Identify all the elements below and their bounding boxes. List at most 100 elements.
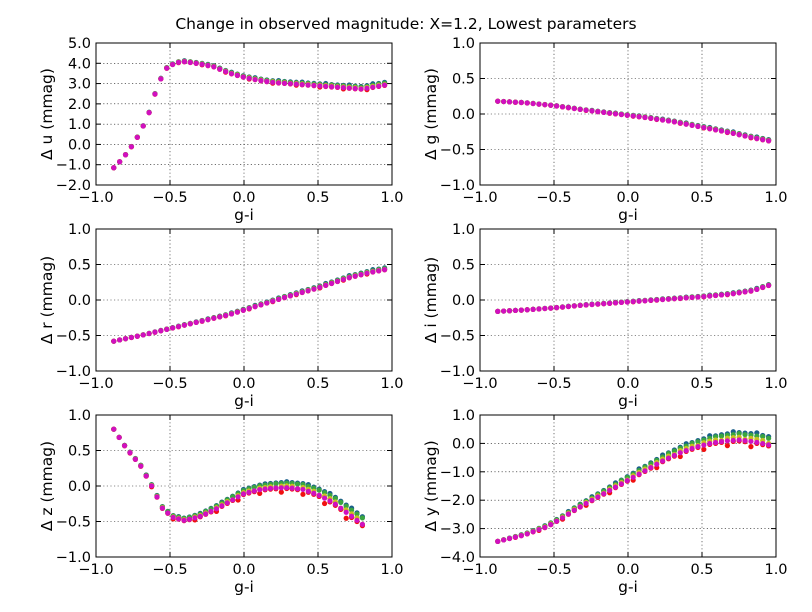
data-point bbox=[343, 515, 349, 521]
data-point bbox=[624, 112, 630, 118]
data-point bbox=[501, 308, 507, 314]
data-point bbox=[323, 83, 329, 89]
data-point bbox=[134, 333, 140, 339]
data-point bbox=[311, 286, 317, 292]
data-point bbox=[217, 314, 223, 320]
data-point bbox=[258, 302, 264, 308]
x-tick-label: 0.0 bbox=[616, 190, 639, 206]
data-point bbox=[595, 301, 601, 307]
x-tick-label: −0.5 bbox=[536, 376, 571, 392]
data-point bbox=[152, 329, 158, 335]
y-tick-label: 0.5 bbox=[452, 72, 475, 88]
data-point bbox=[358, 272, 364, 278]
data-point bbox=[223, 68, 229, 75]
x-tick-label: −1.0 bbox=[78, 190, 113, 206]
x-tick-label: 0.0 bbox=[232, 376, 255, 392]
x-tick-label: 0.5 bbox=[690, 376, 713, 392]
data-point bbox=[228, 311, 235, 317]
data-point bbox=[671, 119, 677, 125]
data-point bbox=[518, 533, 524, 539]
data-point bbox=[536, 526, 542, 533]
data-point bbox=[211, 315, 217, 321]
data-point bbox=[273, 481, 279, 487]
data-point bbox=[187, 59, 193, 66]
x-tick-label: 1.0 bbox=[380, 376, 403, 392]
x-axis-label: g-i bbox=[618, 206, 638, 224]
data-point bbox=[252, 76, 258, 83]
y-axis-label: Δ z (mmag) bbox=[38, 441, 56, 531]
data-point bbox=[701, 124, 707, 131]
data-point bbox=[316, 487, 322, 493]
chart-panel-3: −1.0 −0.5 0.0 0.5 1.0 −1.0 −0.5 0.0 0.5 1.0 g-i Δ r… bbox=[38, 222, 404, 410]
data-point bbox=[565, 105, 572, 111]
data-point bbox=[354, 517, 360, 523]
series-5 bbox=[111, 59, 388, 171]
data-point bbox=[311, 82, 317, 89]
data-point bbox=[495, 308, 501, 314]
y-axis-label: Δ y (mmag) bbox=[422, 440, 440, 531]
data-point bbox=[512, 534, 519, 540]
data-point bbox=[343, 503, 349, 509]
data-point bbox=[348, 513, 355, 519]
data-point bbox=[766, 442, 772, 448]
data-point bbox=[766, 138, 772, 144]
x-tick-label: 0.0 bbox=[232, 562, 255, 578]
x-tick-label: 0.5 bbox=[690, 562, 713, 578]
data-point bbox=[671, 296, 677, 302]
data-point bbox=[618, 481, 625, 487]
data-point bbox=[323, 282, 329, 288]
data-point bbox=[240, 307, 246, 313]
data-point bbox=[300, 486, 306, 493]
data-point bbox=[348, 507, 355, 513]
series-5 bbox=[111, 426, 365, 527]
x-axis-label: g-i bbox=[234, 392, 254, 410]
data-point bbox=[264, 78, 270, 85]
data-point bbox=[246, 489, 252, 495]
data-point bbox=[276, 80, 282, 86]
x-tick-label: −1.0 bbox=[462, 190, 497, 206]
data-point bbox=[595, 494, 601, 500]
data-point bbox=[665, 118, 672, 124]
data-point bbox=[146, 330, 152, 337]
y-tick-label: −0.5 bbox=[440, 143, 475, 159]
axes-frame bbox=[479, 228, 777, 372]
data-point bbox=[677, 453, 683, 460]
data-point bbox=[186, 516, 193, 522]
y-tick-label: −1.0 bbox=[440, 178, 475, 194]
y-tick-label: 0.0 bbox=[68, 293, 91, 309]
y-tick-label: 4.0 bbox=[68, 56, 91, 72]
series-5 bbox=[495, 437, 772, 544]
y-tick-label: −4.0 bbox=[440, 550, 475, 566]
data-point bbox=[203, 511, 209, 517]
data-point bbox=[300, 491, 306, 497]
data-point bbox=[648, 464, 654, 471]
data-point bbox=[636, 471, 642, 477]
data-point bbox=[695, 439, 701, 445]
data-point bbox=[343, 509, 349, 515]
data-point bbox=[158, 76, 164, 82]
x-axis-label: g-i bbox=[618, 392, 638, 410]
data-point bbox=[205, 317, 211, 323]
data-point bbox=[689, 445, 695, 452]
data-point bbox=[736, 290, 742, 296]
data-point bbox=[518, 307, 524, 313]
data-point bbox=[305, 488, 311, 494]
x-axis-label: g-i bbox=[234, 578, 254, 596]
data-point bbox=[234, 72, 240, 78]
data-point bbox=[149, 483, 155, 489]
y-axis-label: Δ r (mmag) bbox=[38, 256, 56, 344]
axes-frame bbox=[95, 414, 393, 558]
data-point bbox=[251, 488, 257, 494]
data-point bbox=[317, 284, 323, 290]
data-point bbox=[683, 295, 689, 301]
data-point bbox=[111, 338, 117, 344]
data-point bbox=[228, 71, 235, 77]
y-tick-label: −1.0 bbox=[56, 550, 91, 566]
data-point bbox=[158, 328, 164, 334]
data-point bbox=[321, 500, 328, 507]
data-point bbox=[660, 458, 666, 464]
x-tick-label: −0.5 bbox=[536, 562, 571, 578]
data-point bbox=[565, 511, 572, 517]
data-point bbox=[677, 120, 683, 126]
